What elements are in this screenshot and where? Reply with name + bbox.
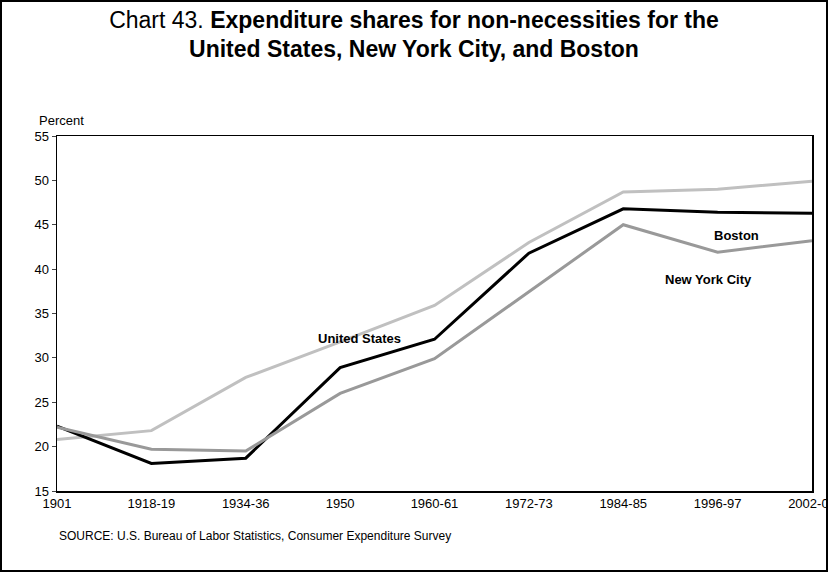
svg-text:1950: 1950 xyxy=(326,496,355,511)
svg-text:25: 25 xyxy=(34,395,48,410)
svg-text:1972-73: 1972-73 xyxy=(505,496,553,511)
svg-text:SOURCE: U.S. Bureau of Labor S: SOURCE: U.S. Bureau of Labor Statistics,… xyxy=(59,529,451,543)
svg-text:United States: United States xyxy=(318,331,401,346)
svg-text:50: 50 xyxy=(34,173,48,188)
svg-text:1960-61: 1960-61 xyxy=(411,496,459,511)
svg-text:Boston: Boston xyxy=(714,228,759,243)
svg-text:2002-03: 2002-03 xyxy=(788,496,826,511)
svg-text:15: 15 xyxy=(34,484,48,499)
svg-text:New York City: New York City xyxy=(665,272,752,287)
svg-text:1996-97: 1996-97 xyxy=(694,496,742,511)
svg-text:55: 55 xyxy=(34,129,48,144)
svg-text:Percent: Percent xyxy=(39,113,84,128)
svg-text:35: 35 xyxy=(34,306,48,321)
svg-text:40: 40 xyxy=(34,262,48,277)
svg-text:1934-36: 1934-36 xyxy=(222,496,270,511)
svg-text:30: 30 xyxy=(34,350,48,365)
svg-text:1918-19: 1918-19 xyxy=(128,496,176,511)
svg-text:45: 45 xyxy=(34,217,48,232)
svg-text:1984-85: 1984-85 xyxy=(599,496,647,511)
svg-text:Chart 43. Expenditure shares f: Chart 43. Expenditure shares for non-nec… xyxy=(109,7,719,63)
svg-text:20: 20 xyxy=(34,439,48,454)
svg-text:1901: 1901 xyxy=(43,496,72,511)
